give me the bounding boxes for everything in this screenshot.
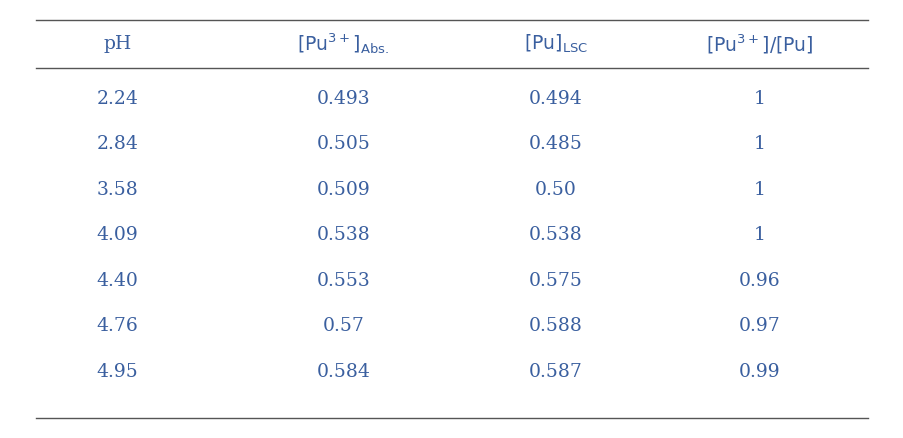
Text: 0.494: 0.494 [528,89,582,108]
Text: pH: pH [103,35,132,53]
Text: 4.40: 4.40 [97,272,138,290]
Text: 0.97: 0.97 [738,317,779,336]
Text: 0.538: 0.538 [316,226,370,244]
Text: 0.575: 0.575 [528,272,582,290]
Text: 0.509: 0.509 [316,180,370,199]
Text: 0.538: 0.538 [528,226,582,244]
Text: 4.95: 4.95 [97,363,138,381]
Text: 0.493: 0.493 [316,89,370,108]
Text: 0.485: 0.485 [528,135,582,153]
Text: 0.99: 0.99 [738,363,779,381]
Text: 1: 1 [752,89,765,108]
Text: 0.587: 0.587 [528,363,582,381]
Text: 4.76: 4.76 [97,317,138,336]
Text: 0.505: 0.505 [316,135,370,153]
Text: 2.24: 2.24 [97,89,138,108]
Text: 1: 1 [752,226,765,244]
Text: 0.553: 0.553 [316,272,370,290]
Text: 1: 1 [752,180,765,199]
Text: 0.57: 0.57 [322,317,364,336]
Text: 0.50: 0.50 [535,180,576,199]
Text: 4.09: 4.09 [97,226,138,244]
Text: 1: 1 [752,135,765,153]
Text: $[\mathrm{Pu}^{3+}]_{\mathrm{Abs.}}$: $[\mathrm{Pu}^{3+}]_{\mathrm{Abs.}}$ [297,32,389,56]
Text: 2.84: 2.84 [97,135,138,153]
Text: 0.96: 0.96 [738,272,779,290]
Text: $[\mathrm{Pu}]_{\mathrm{LSC}}$: $[\mathrm{Pu}]_{\mathrm{LSC}}$ [524,33,587,55]
Text: $[\mathrm{Pu}^{3+}]/[\mathrm{Pu}]$: $[\mathrm{Pu}^{3+}]/[\mathrm{Pu}]$ [704,32,813,56]
Text: 3.58: 3.58 [97,180,138,199]
Text: 0.588: 0.588 [528,317,582,336]
Text: 0.584: 0.584 [316,363,370,381]
